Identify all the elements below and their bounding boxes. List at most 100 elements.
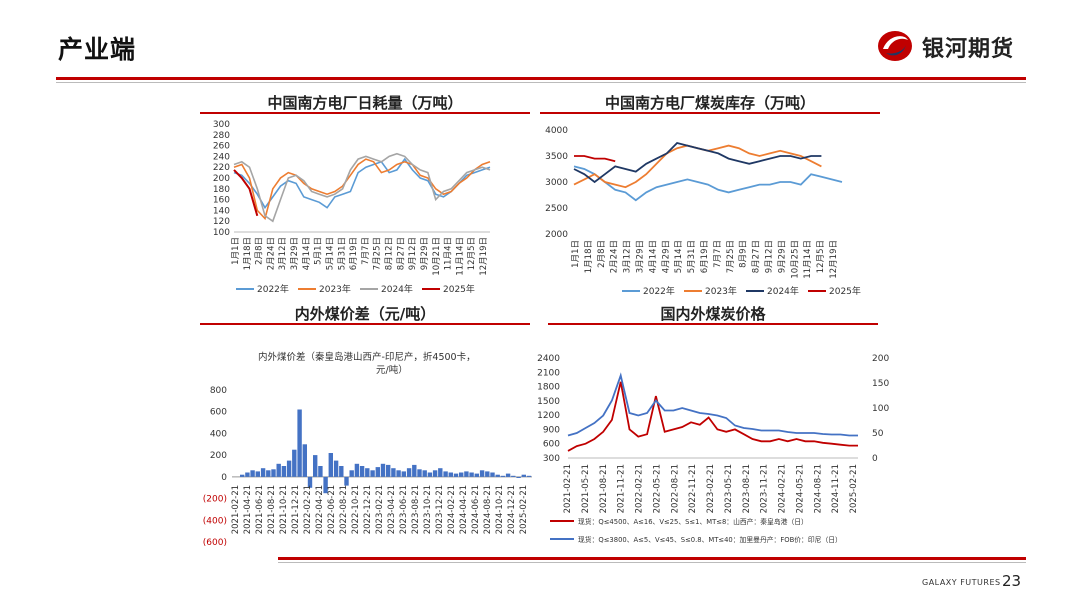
series-line-2022年	[573, 165, 843, 202]
bar	[479, 470, 485, 477]
legend-label: 2025年	[829, 285, 861, 297]
bar	[511, 475, 516, 477]
x-tick-label: 2024-12-21	[507, 485, 517, 534]
x-tick-label: 9月12日	[408, 237, 418, 270]
y-tick-label-left: 900	[543, 425, 560, 435]
x-tick-label: 9月29日	[420, 237, 430, 270]
page-title: 产业端	[58, 35, 137, 64]
x-tick-label: 2月8日	[597, 240, 607, 268]
bar	[464, 471, 469, 477]
x-tick-label: 7月7日	[713, 240, 723, 268]
x-tick-label: 2022-08-21	[339, 485, 349, 534]
legend-label: 2022年	[257, 283, 289, 295]
series-line-left	[567, 381, 858, 452]
legend-label: 2024年	[767, 285, 799, 297]
bar	[485, 471, 490, 477]
bar	[474, 473, 479, 477]
series-line-2025年	[574, 155, 616, 163]
x-tick-label: 2022-04-21	[315, 485, 325, 534]
x-tick-label: 7月25日	[373, 237, 383, 270]
x-tick-label: 2月24日	[610, 240, 620, 273]
chart-title-prices: 国内外煤炭价格	[660, 305, 766, 323]
x-tick-label: 2023-12-21	[435, 485, 445, 534]
x-tick-label: 2024-10-21	[495, 485, 505, 534]
legend-label: 2023年	[705, 285, 737, 297]
y-tick-label: 800	[210, 386, 227, 396]
x-tick-label: 5月14日	[674, 240, 684, 273]
bar	[245, 472, 250, 477]
x-tick-label: 12月19日	[829, 240, 839, 279]
x-tick-label: 2024-04-21	[459, 485, 469, 534]
x-tick-label: 2021-08-21	[267, 485, 277, 534]
chart-title-inventory: 中国南方电厂煤炭库存（万吨）	[604, 94, 815, 112]
x-tick-label: 2021-06-21	[255, 485, 265, 534]
y-tick-label: 220	[213, 163, 230, 173]
y-tick-label: 300	[213, 120, 230, 130]
x-tick-label: 2022-05-21	[652, 464, 662, 513]
series-line-2024年	[233, 152, 491, 223]
y-tick-label-right: 0	[872, 454, 878, 464]
bar	[328, 453, 333, 477]
x-tick-label: 2024-08-21	[813, 464, 823, 513]
bar	[276, 463, 281, 477]
x-tick-label: 5月31日	[337, 237, 347, 270]
legend-label: 2022年	[643, 285, 675, 297]
x-tick-label: 3月29日	[290, 237, 300, 270]
x-tick-label: 2022-02-21	[303, 485, 313, 534]
y-tick-label: 140	[213, 206, 230, 216]
x-tick-label: 2023-10-21	[423, 485, 433, 534]
y-tick-label: 200	[213, 174, 230, 184]
bar	[500, 475, 506, 477]
y-tick-label: 280	[213, 131, 230, 141]
bar	[260, 468, 266, 477]
bar	[443, 471, 448, 477]
header-rule	[56, 77, 1026, 80]
bar	[339, 466, 344, 477]
bar	[307, 476, 313, 488]
y-tick-label: 240	[213, 152, 230, 162]
series-line-right	[567, 372, 858, 437]
legend-label: 现货：Q≤3800、A≤5、V≤45、S≤0.8、MT≤40：加里曼丹产：FOB…	[578, 535, 842, 544]
x-tick-label: 2025-02-21	[519, 485, 529, 534]
bar	[370, 470, 375, 477]
y-tick-label: 2000	[545, 230, 568, 240]
x-tick-label: 3月29日	[636, 240, 646, 273]
x-tick-label: 2025-02-21	[849, 464, 859, 513]
series-line-2024年	[573, 142, 822, 184]
chart-title-consumption: 中国南方电厂日耗量（万吨）	[267, 94, 463, 112]
x-tick-label: 5月1日	[314, 237, 324, 265]
legend-label: 2024年	[381, 283, 413, 295]
x-tick-label: 2021-10-21	[279, 485, 289, 534]
x-tick-label: 1月18日	[243, 237, 253, 270]
chart-spread: 内外煤价差（秦皇岛港山西产-印尼产，折4500卡，元/吨） 800 600 400 20…	[203, 351, 532, 548]
y-tick-label: 2500	[545, 204, 568, 214]
bar	[318, 466, 323, 477]
y-tick-label: 4000	[545, 126, 568, 136]
x-tick-label: 8月9日	[739, 240, 749, 268]
x-tick-label: 2021-11-21	[617, 464, 627, 513]
x-tick-label: 2022-12-21	[363, 485, 373, 534]
footer-rule	[278, 557, 1026, 560]
x-tick-label: 4月14日	[648, 240, 658, 273]
y-tick-label: 180	[213, 185, 230, 195]
x-tick-label: 5月14日	[325, 237, 335, 270]
x-tick-label: 8月27日	[752, 240, 762, 273]
bar	[359, 466, 365, 477]
x-tick-label: 6月19日	[700, 240, 710, 273]
bar	[469, 472, 474, 477]
brand-name: 银河期货	[922, 37, 1015, 62]
x-tick-label: 1月1日	[571, 240, 581, 268]
footer-rule-thin	[278, 562, 1026, 563]
bar	[380, 463, 386, 477]
y-tick-label: 3000	[545, 178, 568, 188]
x-tick-label: 10月21日	[432, 237, 442, 276]
y-tick-label-left: 1200	[537, 411, 560, 421]
bar	[391, 468, 396, 477]
bar	[240, 474, 245, 477]
x-tick-label: 9月29日	[777, 240, 787, 273]
y-tick-label: 3500	[545, 152, 568, 162]
x-tick-label: 4月14日	[302, 237, 312, 270]
y-tick-label: 200	[210, 451, 227, 461]
y-tick-label: (400)	[203, 516, 227, 526]
